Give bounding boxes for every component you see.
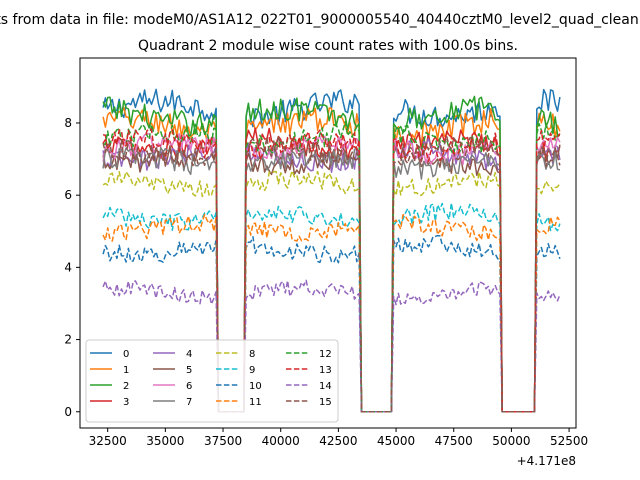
series-layer — [102, 88, 561, 413]
y-axis: 0 2 4 6 8 — [64, 116, 80, 419]
legend-label: 14 — [319, 381, 332, 392]
legend-label: 0 — [123, 349, 129, 360]
y-tick-label: 8 — [64, 116, 72, 130]
legend-label: 12 — [319, 349, 332, 360]
legend-label: 10 — [249, 381, 262, 392]
y-tick-label: 2 — [64, 333, 72, 347]
legend-label: 15 — [319, 397, 332, 408]
series-line-9 — [102, 202, 561, 413]
legend-label: 6 — [186, 381, 192, 392]
legend-label: 3 — [123, 397, 129, 408]
series-line-5 — [102, 141, 561, 413]
legend-label: 7 — [186, 397, 192, 408]
y-tick-label: 6 — [64, 188, 72, 202]
x-tick-label: 35000 — [146, 434, 184, 448]
x-tick-label: 32500 — [89, 434, 127, 448]
legend-label: 5 — [186, 365, 192, 376]
legend-box — [85, 339, 339, 423]
series-line-14 — [102, 279, 561, 413]
x-tick-label: 52500 — [550, 434, 588, 448]
legend-label: 13 — [319, 365, 332, 376]
series-line-12 — [102, 120, 560, 413]
legend-label: 1 — [123, 365, 129, 376]
series-line-10 — [102, 234, 561, 413]
legend-label: 9 — [249, 365, 255, 376]
chart-title: Quadrant 2 module wise count rates with … — [138, 38, 518, 54]
y-tick-label: 0 — [64, 405, 72, 419]
x-tick-label: 37500 — [204, 434, 242, 448]
series-line-2 — [102, 95, 561, 413]
x-tick-label: 42500 — [319, 434, 357, 448]
series-line-11 — [102, 213, 561, 413]
x-tick-label: 45000 — [377, 434, 415, 448]
series-line-7 — [102, 146, 561, 413]
x-offset-label: +4.171e8 — [517, 454, 576, 468]
x-tick-label: 47500 — [435, 434, 473, 448]
x-tick-label: 40000 — [262, 434, 300, 448]
legend-label: 4 — [186, 349, 192, 360]
series-line-8 — [102, 170, 561, 413]
legend-label: 2 — [123, 381, 129, 392]
legend-label: 8 — [249, 349, 255, 360]
legend-label: 11 — [249, 397, 262, 408]
x-tick-label: 50000 — [492, 434, 530, 448]
axes-frame — [79, 57, 577, 429]
series-line-1 — [102, 106, 561, 413]
figure-suptitle: Plots from data in file: modeM0/AS1A12_0… — [0, 12, 640, 28]
y-tick-label: 4 — [64, 260, 72, 274]
series-line-15 — [102, 134, 561, 413]
x-axis: 32500 35000 37500 40000 42500 45000 47500 50000… — [89, 428, 588, 448]
